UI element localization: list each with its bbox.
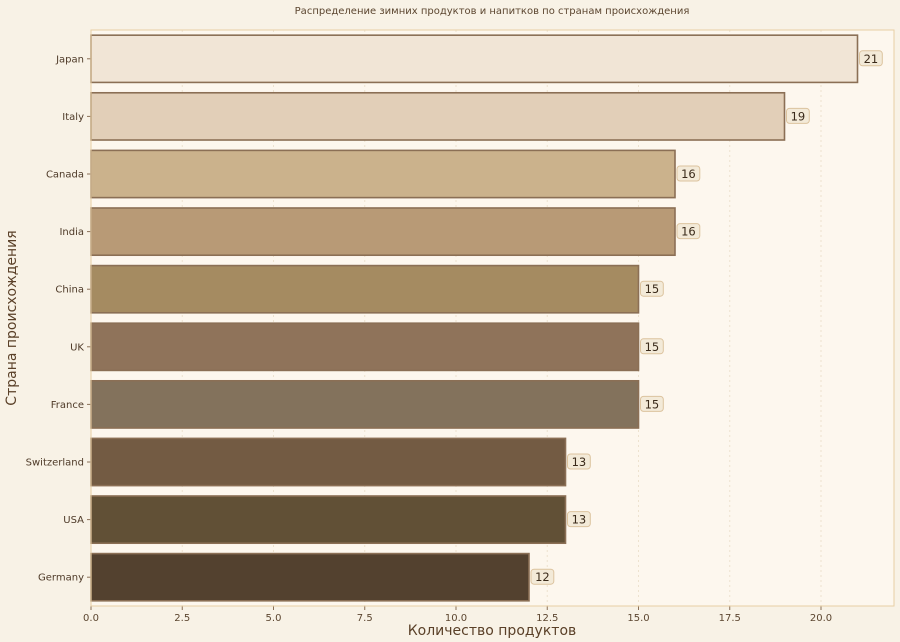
value-label-box — [676, 165, 701, 182]
x-tick-label: 2.5 — [174, 613, 190, 624]
bar-canada — [90, 149, 676, 199]
x-tick-label: 15.0 — [627, 613, 649, 624]
x-tick-label: 7.5 — [357, 613, 373, 624]
value-label: 21 — [864, 52, 879, 66]
value-label-box — [640, 280, 664, 297]
x-tick-label: 12.5 — [536, 613, 558, 624]
bar-switzerland — [90, 437, 567, 487]
value-label: 15 — [645, 340, 660, 354]
y-tick-label: Italy — [62, 112, 84, 123]
value-label: 13 — [572, 513, 587, 527]
bar-france — [90, 379, 640, 429]
x-axis-title: Количество продуктов — [408, 623, 577, 639]
y-tick-label: Germany — [38, 573, 84, 584]
value-label: 16 — [681, 225, 696, 239]
y-tick-label: China — [55, 285, 84, 296]
x-tick-label: 20.0 — [810, 613, 832, 624]
y-tick-label: Switzerland — [26, 458, 84, 469]
chart-title: Распределение зимних продуктов и напитко… — [295, 6, 690, 17]
value-label-box — [567, 511, 591, 528]
bar-germany — [90, 552, 530, 602]
value-label-box — [640, 395, 664, 412]
y-tick-label: Japan — [55, 54, 84, 65]
y-tick-label: Canada — [46, 170, 84, 181]
bar-usa — [90, 495, 567, 545]
y-tick-label: India — [59, 227, 84, 238]
x-tick-label: 0.0 — [83, 613, 99, 624]
value-label: 19 — [791, 109, 806, 123]
x-tick-labels: 0.0 2.5 5.0 7.5 10.0 12.5 15.0 17.5 20.0 — [83, 606, 832, 624]
value-label-box — [859, 50, 883, 67]
value-label: 15 — [645, 397, 660, 411]
bar-uk — [90, 322, 640, 372]
x-tick-label: 5.0 — [266, 613, 282, 624]
bar-india — [90, 207, 676, 257]
y-axis-title: Страна происхождения — [4, 230, 20, 405]
value-label: 15 — [645, 282, 660, 296]
value-label: 13 — [572, 455, 587, 469]
value-label-box — [786, 107, 810, 124]
value-label: 16 — [681, 167, 696, 181]
y-tick-label: USA — [63, 515, 84, 526]
bar-italy — [90, 91, 786, 141]
value-label-box — [567, 453, 591, 470]
value-label-box — [640, 338, 664, 355]
value-labels: 21 19 16 16 15 15 15 13 13 12 — [530, 50, 883, 585]
bars — [90, 34, 859, 602]
x-tick-label: 10.0 — [445, 613, 467, 624]
x-tick-label: 17.5 — [719, 613, 741, 624]
plot-frame — [90, 29, 895, 607]
y-tick-label: France — [51, 400, 84, 411]
y-tick-labels: Japan Italy Canada India China UK France Switze… — [26, 54, 91, 584]
value-label-box — [530, 568, 555, 585]
bar-china — [90, 264, 640, 314]
bar-japan — [90, 34, 859, 84]
value-label: 12 — [535, 570, 550, 584]
y-tick-label: UK — [70, 342, 84, 353]
value-label-box — [676, 223, 701, 240]
